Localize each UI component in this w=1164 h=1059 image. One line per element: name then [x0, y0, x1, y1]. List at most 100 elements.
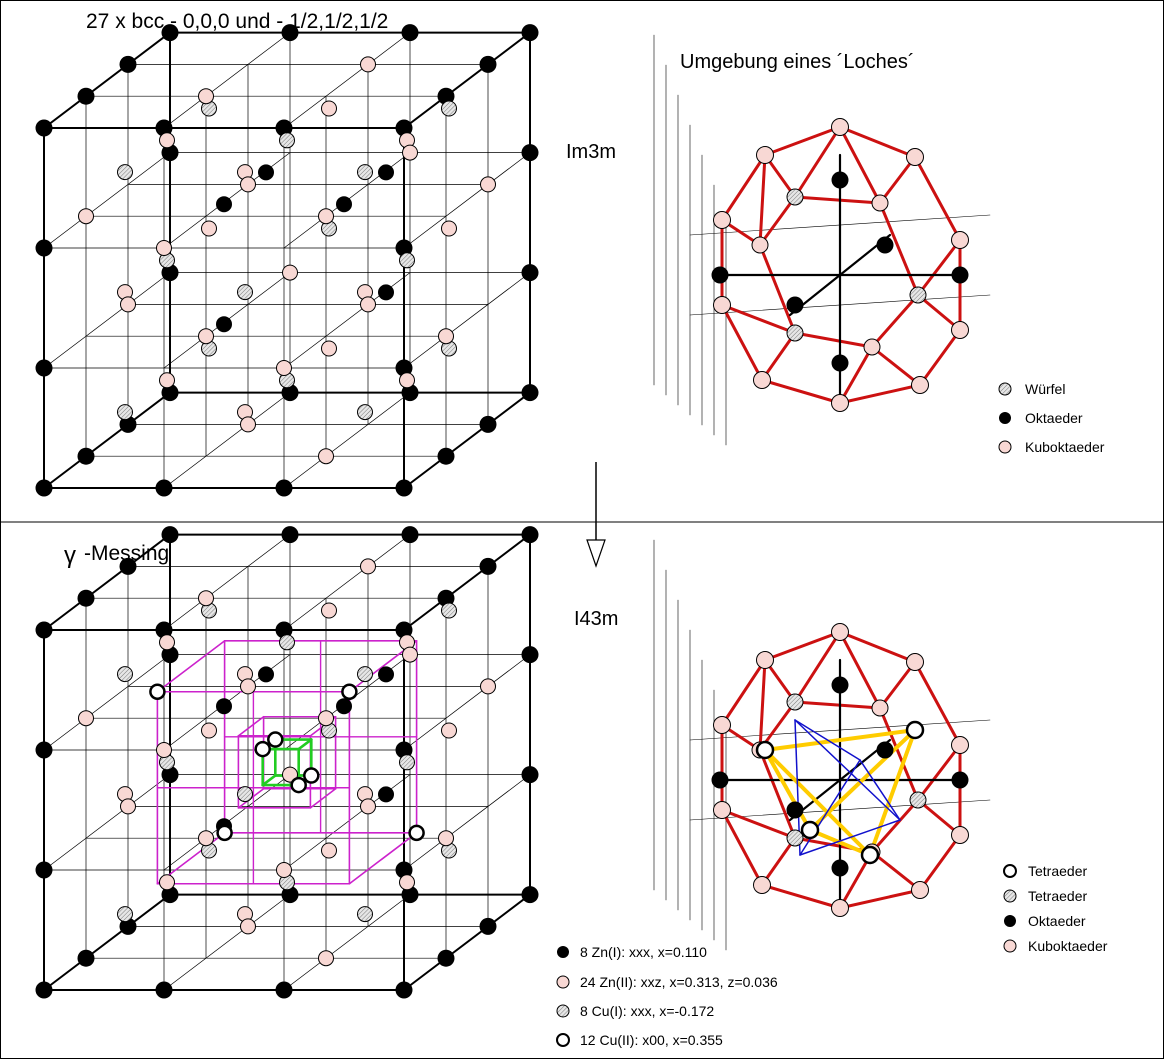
black-atom: [216, 316, 232, 333]
polyhedron-edge: [916, 293, 962, 332]
hatched-atom: [441, 100, 457, 117]
polyhedron-edge: [838, 125, 917, 159]
pink-atom: [120, 798, 136, 815]
grid-line-y: [283, 392, 411, 489]
black-atom: [281, 886, 299, 904]
pink-atom: [360, 558, 376, 575]
black-atom: [521, 646, 539, 664]
polyhedron-edge: [916, 743, 962, 802]
cube-edge: [43, 391, 171, 489]
polyhedron-edge: [916, 238, 962, 297]
blue-tetra-edge: [799, 759, 861, 856]
polyhedron-edge: [793, 630, 842, 704]
pink-atom: [713, 296, 731, 314]
pink-atom: [441, 220, 457, 237]
black-atom: [401, 24, 419, 42]
pink-atom: [360, 296, 376, 313]
pink-atom: [321, 340, 337, 357]
grid-line-y: [403, 774, 531, 871]
pink-atom: [480, 176, 496, 193]
pink-atom: [282, 766, 298, 783]
black-atom: [479, 415, 497, 433]
black-atom: [521, 24, 539, 42]
legend-oktaeder-label: Oktaeder: [1028, 913, 1086, 929]
pink-atom: [240, 176, 256, 193]
bottom-legend: Tetraeder Tetraeder Oktaeder Kuboktaeder: [1003, 863, 1108, 954]
black-atom: [77, 949, 95, 967]
pink-atom: [201, 220, 217, 237]
pink-atom: [198, 328, 214, 345]
pink-atom: [871, 699, 889, 717]
black-atom: [35, 359, 53, 377]
pink-atom: [906, 148, 924, 166]
open-atom: [216, 824, 233, 842]
site-cu1-symbol: [556, 1004, 570, 1018]
legend-black-atom: [1004, 915, 1016, 927]
hatched-atom: [117, 906, 133, 923]
black-atom: [479, 917, 497, 935]
hatched-atom: [357, 164, 373, 181]
polyhedron-edge: [720, 153, 767, 222]
open-atom: [860, 845, 880, 865]
site-cu1-label: 8 Cu(I): xxx, x=-0.172: [580, 1003, 714, 1019]
polyhedron-edge: [918, 328, 962, 387]
polyhedron-edge: [720, 808, 797, 840]
black-atom: [155, 479, 173, 497]
pink-atom: [438, 830, 454, 847]
hatched-atom: [357, 404, 373, 421]
open-atom: [800, 820, 820, 840]
black-atom: [119, 55, 137, 73]
black-atom: [951, 771, 969, 789]
pink-atom: [831, 118, 849, 136]
grid-line-y: [43, 272, 171, 369]
hatched-atom: [117, 666, 133, 683]
black-atom: [876, 236, 894, 254]
polyhedron-edge: [720, 303, 764, 382]
yellow-tetra-edge: [868, 728, 917, 857]
black-atom: [258, 666, 274, 683]
open-atom: [408, 824, 425, 842]
black-atom: [281, 24, 299, 42]
black-atom: [521, 144, 539, 162]
hatched-atom: [357, 666, 373, 683]
polyhedron-edge: [838, 888, 922, 910]
pink-atom: [318, 710, 334, 727]
grid-line-y: [163, 392, 291, 489]
hatched-atom: [786, 324, 804, 342]
pink-atom: [159, 874, 175, 891]
black-atom: [395, 359, 413, 377]
black-atom: [831, 354, 849, 372]
cube-edge: [403, 31, 531, 129]
pink-atom: [399, 874, 415, 891]
open-atom: [267, 731, 284, 748]
black-atom: [155, 981, 173, 999]
black-atom: [786, 801, 804, 819]
open-atom: [290, 776, 307, 794]
grid-line-y: [403, 152, 531, 249]
grid-line-y: [43, 152, 171, 249]
pink-atom: [951, 736, 969, 754]
black-atom: [378, 786, 394, 803]
black-atom: [831, 859, 849, 877]
top-legend: Würfel Oktaeder Kuboktaeder: [998, 381, 1105, 455]
magenta-subcube-edge: [309, 787, 337, 809]
legend-kuboktaeder-label: Kuboktaeder: [1025, 439, 1105, 455]
black-atom: [216, 196, 232, 213]
black-atom: [395, 239, 413, 257]
black-atom: [521, 766, 539, 784]
polyhedron-edge: [838, 630, 882, 710]
pink-atom: [713, 801, 731, 819]
polyhedron-edge: [878, 155, 917, 205]
octahedron-axis: [788, 738, 892, 822]
magenta-subcube-edge: [348, 832, 418, 885]
black-atom: [479, 55, 497, 73]
black-atom: [437, 949, 455, 967]
pink-atom: [198, 830, 214, 847]
grid-line-y: [163, 32, 291, 129]
pink-atom: [951, 826, 969, 844]
black-atom: [521, 526, 539, 544]
black-atom: [401, 384, 419, 402]
pink-atom: [318, 208, 334, 225]
pink-atom: [159, 634, 175, 651]
polyhedron-edge: [878, 660, 917, 710]
